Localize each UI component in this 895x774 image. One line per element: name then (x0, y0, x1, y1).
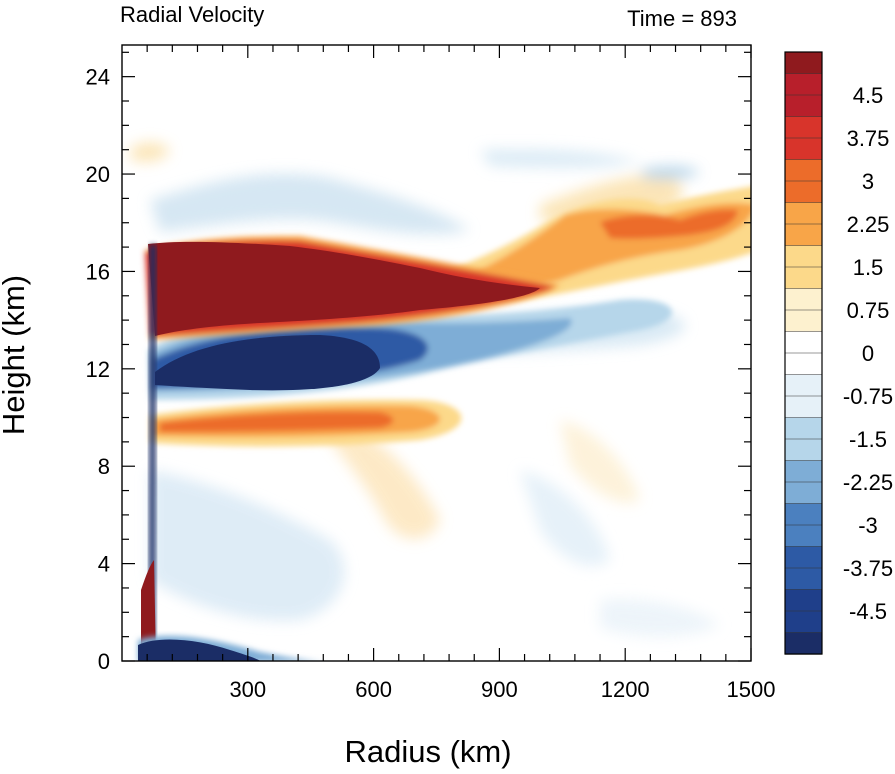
colorbar-label: -3 (858, 513, 878, 538)
colorbar-cell (784, 438, 823, 462)
y-tick-label: 16 (86, 259, 110, 284)
colorbar-label: 0 (862, 341, 874, 366)
colorbar-cell (784, 266, 823, 290)
y-tick-label: 12 (86, 357, 110, 382)
colorbar-cell (784, 610, 823, 634)
chart-title: Radial Velocity (120, 2, 264, 27)
upper-inflow-core (155, 335, 380, 391)
heatmap-field (122, 45, 751, 661)
colorbar-cell (784, 503, 823, 526)
y-tick-label: 20 (86, 162, 110, 187)
colorbar-label: 4.5 (853, 83, 884, 108)
colorbar-cell (784, 546, 823, 569)
colorbar-cell (784, 417, 823, 440)
colorbar-label: -0.75 (843, 384, 893, 409)
colorbar-cell (784, 460, 823, 483)
colorbar-cell (784, 589, 823, 612)
colorbar-label: 1.5 (853, 255, 884, 280)
upper-outflow-core (148, 241, 540, 336)
colorbar-frame (784, 51, 823, 655)
colorbar-cell (784, 245, 823, 268)
colorbar-cell (784, 137, 823, 161)
colorbar-cell (784, 481, 823, 505)
y-axis: 0 4 8 12 16 20 24 (86, 51, 751, 674)
colorbar-label: -3.75 (843, 556, 893, 581)
colorbar-cell (784, 94, 823, 118)
colorbar-cell (784, 331, 823, 354)
y-tick-label: 0 (98, 649, 110, 674)
x-tick-label: 300 (229, 677, 266, 702)
y-axis-label: Height (km) (0, 275, 31, 435)
colorbar-cell (784, 374, 823, 397)
colorbar-cell (784, 524, 823, 548)
x-axis: 300 600 900 1200 1500 (146, 45, 776, 702)
y-tick-label: 24 (86, 65, 110, 90)
colorbar-cell (784, 180, 823, 204)
colorbar-cell (784, 73, 823, 96)
colorbar-label: -4.5 (849, 599, 887, 624)
x-tick-label: 1200 (601, 677, 650, 702)
colorbar-label: -2.25 (843, 470, 893, 495)
boundary-layer-inflow (138, 639, 261, 661)
plot-frame (121, 44, 752, 662)
colorbar-label: -1.5 (849, 427, 887, 452)
colorbar-cell (784, 288, 823, 311)
colorbar-cell (784, 632, 823, 655)
x-tick-label: 600 (355, 677, 392, 702)
colorbar-cell (784, 395, 823, 419)
colorbar-cell (784, 309, 823, 333)
colorbar-cell (784, 202, 823, 225)
colorbar-label: 3.75 (847, 126, 890, 151)
colorbar-label: 2.25 (847, 212, 890, 237)
colorbar-label: 0.75 (847, 298, 890, 323)
colorbar-cell (784, 567, 823, 591)
colorbar-label: 3 (862, 169, 874, 194)
y-tick-label: 4 (98, 552, 110, 577)
colorbar-cell (784, 159, 823, 182)
x-tick-label: 1500 (727, 677, 776, 702)
y-tick-label: 8 (98, 454, 110, 479)
colorbar-cell (784, 116, 823, 139)
x-tick-label: 900 (481, 677, 518, 702)
colorbar-cell (784, 51, 823, 75)
x-axis-label: Radius (km) (344, 734, 511, 769)
chart-subtitle: Time = 893 (627, 6, 737, 31)
colorbar-cell (784, 223, 823, 247)
colorbar: 4.5 3.75 3 2.25 1.5 0.75 0 -0.75 -1.5 -2.25 -3 -3.7… (784, 51, 893, 655)
colorbar-cell (784, 352, 823, 376)
